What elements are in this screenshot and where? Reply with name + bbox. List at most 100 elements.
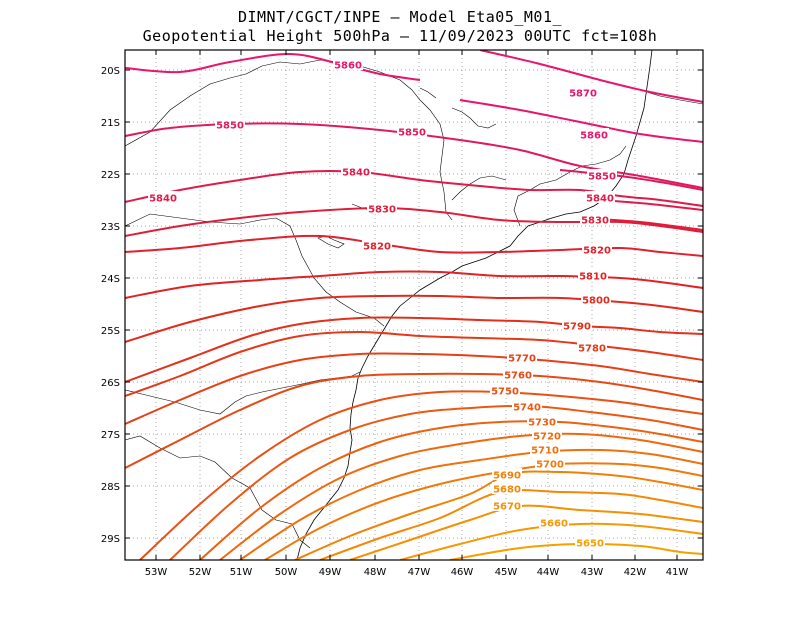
contour-5840 <box>599 199 703 211</box>
contour-label-bg <box>333 58 363 70</box>
contour-5860 <box>125 52 421 81</box>
x-tick-label: 47W <box>408 567 431 578</box>
axis-ticks: 53W 52W 51W 50W 49W 48W 47W 46W 45W 44W 43W 42W 41W 2… <box>101 50 703 578</box>
contour-label-5820: 5820 <box>583 246 611 257</box>
contour-label-5660: 5660 <box>540 519 568 530</box>
x-tick-label: 46W <box>451 567 474 578</box>
coastline <box>296 50 653 560</box>
title-line-2: Geopotential Height 500hPa – 11/09/2023 … <box>142 27 658 45</box>
x-tick-label: 52W <box>189 567 212 578</box>
y-tick-label: 22S <box>101 170 120 181</box>
x-tick-label: 42W <box>624 567 647 578</box>
contour-5820 <box>125 234 703 257</box>
x-tick-label: 44W <box>537 567 560 578</box>
plot-frame <box>124 49 704 561</box>
contour-label-5800: 5800 <box>582 296 610 307</box>
state-border <box>513 145 627 227</box>
y-tick-label: 25S <box>101 326 120 337</box>
contour-label-bg <box>532 429 562 441</box>
contour-label-5870: 5870 <box>569 89 597 100</box>
contour-5790 <box>125 316 703 383</box>
contour-5870 <box>479 50 703 103</box>
contour-label-bg <box>568 86 598 98</box>
contour-5850 <box>559 169 703 191</box>
contour-5840 <box>125 170 703 207</box>
contour-label-bg <box>535 457 565 469</box>
contour-label-5830: 5830 <box>581 216 609 227</box>
contour-5710 <box>239 448 703 560</box>
reservoir <box>451 107 497 129</box>
contour-label-5860: 5860 <box>334 61 362 72</box>
contour-5860 <box>459 99 703 143</box>
title-line-1: DIMNT/CGCT/INPE – Model Eta05_M01_ <box>237 8 563 26</box>
y-tick-label: 28S <box>101 482 120 493</box>
contour-label-bg <box>562 319 592 331</box>
contour-5800 <box>125 294 703 343</box>
contour-5760 <box>125 372 703 469</box>
y-tick-label: 26S <box>101 378 120 389</box>
contour-label-5750: 5750 <box>491 387 519 398</box>
contour-label-bg <box>492 499 522 511</box>
contour-label-bg <box>577 341 607 353</box>
contour-label-5860: 5860 <box>580 131 608 142</box>
contour-label-bg <box>582 243 612 255</box>
contour-label-bg <box>579 128 609 140</box>
contour-label-bg <box>215 118 245 130</box>
y-tick-label: 21S <box>101 118 120 129</box>
contour-label-bg <box>539 516 569 528</box>
contour-5670 <box>349 504 703 560</box>
contour-label-bg <box>503 368 533 380</box>
x-tick-label: 51W <box>230 567 253 578</box>
x-tick-label: 45W <box>495 567 518 578</box>
contour-label-5830: 5830 <box>368 205 396 216</box>
x-tick-label: 41W <box>666 567 689 578</box>
contour-label-5850: 5850 <box>216 121 244 132</box>
x-tick-label: 43W <box>581 567 604 578</box>
reservoir <box>419 87 437 99</box>
contour-label-bg <box>362 239 392 251</box>
contour-label-5840: 5840 <box>342 168 370 179</box>
contour-label-5780: 5780 <box>578 344 606 355</box>
contour-5830 <box>125 206 703 237</box>
contour-5740 <box>169 404 703 560</box>
contour-label-bg <box>575 536 605 548</box>
contour-label-bg <box>530 443 560 455</box>
contour-label-5730: 5730 <box>528 418 556 429</box>
y-tick-label: 23S <box>101 222 120 233</box>
y-tick-label: 24S <box>101 274 120 285</box>
state-border <box>125 213 385 327</box>
contour-label-5840: 5840 <box>149 194 177 205</box>
x-tick-label: 48W <box>364 567 387 578</box>
contour-labels: 5870 5860 5860 5850 5850 5850 5840 5840 5840 5830… <box>148 58 617 550</box>
y-tick-label: 20S <box>101 66 120 77</box>
contour-label-bg <box>492 468 522 480</box>
state-border <box>451 175 507 201</box>
contour-label-bg <box>581 293 611 305</box>
contour-5720 <box>219 432 703 560</box>
x-tick-label: 49W <box>319 567 342 578</box>
contour-label-5760: 5760 <box>504 371 532 382</box>
contour-label-5850: 5850 <box>588 172 616 183</box>
x-tick-label: 53W <box>145 567 168 578</box>
y-tick-label: 29S <box>101 534 120 545</box>
contour-label-5650: 5650 <box>576 539 604 550</box>
contour-5780 <box>125 330 703 397</box>
contour-label-5670: 5670 <box>493 502 521 513</box>
contour-label-5810: 5810 <box>579 272 607 283</box>
contour-label-5710: 5710 <box>531 446 559 457</box>
contour-label-5850: 5850 <box>398 128 426 139</box>
contour-label-bg <box>512 400 542 412</box>
contour-label-bg <box>585 191 615 203</box>
contour-label-bg <box>587 169 617 181</box>
contour-label-5840: 5840 <box>586 194 614 205</box>
contour-label-5740: 5740 <box>513 403 541 414</box>
contour-label-5680: 5680 <box>493 485 521 496</box>
y-tick-label: 27S <box>101 430 120 441</box>
contour-label-5700: 5700 <box>536 460 564 471</box>
contour-label-bg <box>397 125 427 137</box>
contour-label-5820: 5820 <box>363 242 391 253</box>
contour-label-bg <box>507 351 537 363</box>
contour-label-bg <box>148 191 178 203</box>
contour-label-bg <box>490 384 520 396</box>
contour-label-bg <box>580 213 610 225</box>
